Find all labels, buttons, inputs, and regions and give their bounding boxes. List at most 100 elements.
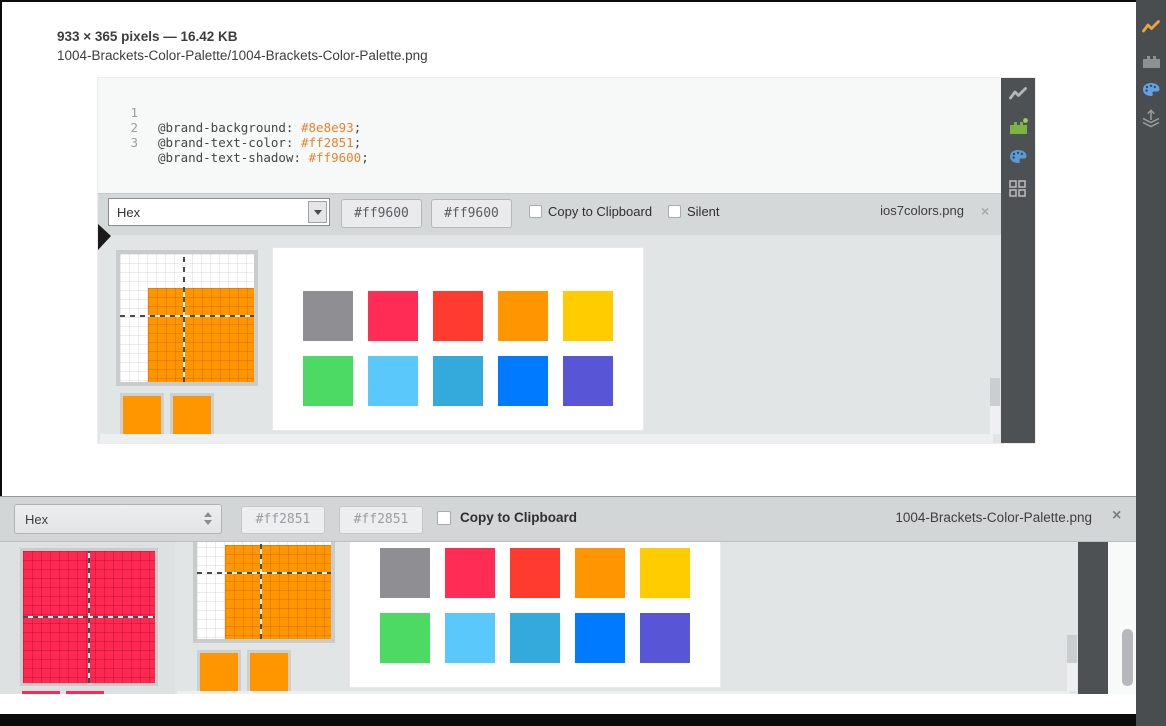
cursor-arrow-icon — [98, 224, 111, 250]
health-report-icon[interactable] — [1142, 20, 1160, 39]
ios7-color-grid — [303, 291, 613, 406]
previewed-image: 1 @brand-background: #8e8e93; 2 @brand-t… — [98, 78, 1035, 443]
image-path: 1004-Brackets-Color-Palette/1004-Bracket… — [57, 48, 428, 63]
shot-scrollbar-thumb — [990, 378, 1000, 406]
color-palette-panel: Hex #ff2851 #ff2851 Copy to Clipboard 10… — [0, 496, 1136, 694]
palette-swatch — [303, 356, 353, 406]
layers-upload-icon[interactable] — [1141, 108, 1161, 133]
shot-scrollbar-track — [1067, 663, 1077, 691]
palette-swatch — [445, 613, 495, 663]
shot-scrollbar-track — [990, 406, 1000, 434]
color-palette-icon[interactable] — [1142, 82, 1160, 102]
top-black-border — [0, 0, 1166, 2]
line-number: 1 — [130, 105, 138, 120]
panel-magnifier — [20, 548, 158, 686]
shot-picked-color-swatch — [247, 650, 291, 694]
palette-swatch — [575, 548, 625, 598]
shot-copy-label: Copy to Clipboard — [548, 204, 653, 219]
palette-swatch — [380, 548, 430, 598]
crosshair-vertical — [183, 254, 185, 382]
panel-scrollbar-track[interactable] — [1108, 542, 1136, 694]
app-right-toolbar — [1136, 0, 1166, 726]
shot-copy-checkbox — [529, 205, 542, 218]
shot-ios7-palette-image — [350, 542, 720, 687]
shot-code-line: 3 @brand-text-shadow: #ff9600; — [98, 120, 1001, 165]
magnified-orange-region — [225, 545, 331, 639]
shot-current-color-swatch — [120, 393, 164, 437]
health-report-icon — [1009, 87, 1027, 106]
shot-current-color-swatch — [197, 650, 241, 694]
copy-to-clipboard-label: Copy to Clipboard — [460, 510, 577, 525]
shot-code-area: 1 @brand-background: #8e8e93; 2 @brand-t… — [98, 78, 1001, 193]
panel-picked-color-swatch — [66, 691, 104, 694]
ios7-color-grid — [380, 548, 690, 663]
palette-swatch — [563, 356, 613, 406]
grid-icon — [1009, 180, 1026, 202]
extension-manager-icon — [1009, 118, 1028, 140]
code-text: @brand-text-color: #ff2851; — [158, 135, 362, 150]
shot-close-icon: × — [981, 203, 990, 219]
panel-canvas[interactable] — [0, 542, 1136, 694]
palette-swatch — [368, 356, 418, 406]
palette-swatch — [510, 548, 560, 598]
palette-swatch — [380, 613, 430, 663]
palette-swatch — [368, 291, 418, 341]
copy-to-clipboard-checkbox[interactable] — [437, 511, 451, 525]
palette-swatch — [303, 291, 353, 341]
shot-bottom-scroll-strip — [100, 434, 993, 443]
panel-close-button[interactable]: × — [1112, 507, 1122, 524]
extension-manager-icon[interactable] — [1142, 52, 1161, 74]
shot-ios7-palette-image — [273, 248, 643, 430]
palette-swatch — [433, 291, 483, 341]
line-number: 3 — [130, 135, 138, 150]
palette-swatch — [445, 548, 495, 598]
format-select-value: Hex — [25, 512, 49, 527]
shot-code-line: 1 @brand-background: #8e8e93; — [98, 90, 1001, 135]
shot-silent-label: Silent — [687, 204, 720, 219]
format-select[interactable]: Hex — [14, 504, 222, 534]
shot-picked-color-swatch — [170, 393, 214, 437]
palette-swatch — [563, 291, 613, 341]
code-text: @brand-text-shadow: #ff9600; — [158, 150, 369, 165]
crosshair-horizontal — [197, 572, 331, 574]
image-viewer-pane: 933 × 365 pixels — 16.42 KB 1004-Bracket… — [2, 2, 1136, 496]
shot-hex-button-1: #ff9600 — [341, 199, 422, 228]
shot-magnifier — [193, 542, 335, 643]
line-number: 2 — [130, 120, 138, 135]
palette-swatch — [510, 613, 560, 663]
format-select-value: Hex — [117, 205, 141, 220]
shot-file-title: ios7colors.png — [880, 203, 964, 218]
hex-button-2[interactable]: #ff2851 — [339, 506, 423, 534]
palette-swatch — [498, 356, 548, 406]
panel-file-title: 1004-Brackets-Color-Palette.png — [895, 510, 1092, 525]
shot-format-select: Hex — [108, 198, 330, 226]
panel-scrollbar-thumb[interactable] — [1122, 629, 1133, 686]
shot-right-toolbar — [1078, 542, 1112, 694]
palette-swatch — [640, 548, 690, 598]
hex-button-1[interactable]: #ff2851 — [241, 506, 325, 534]
color-palette-icon — [1009, 149, 1027, 169]
palette-swatch — [498, 291, 548, 341]
magnified-orange-region — [148, 288, 254, 382]
shot-right-toolbar — [1001, 78, 1035, 443]
shot-silent-checkbox — [668, 205, 681, 218]
dropdown-arrow-icon — [308, 201, 327, 223]
crosshair-vertical — [260, 542, 262, 639]
palette-swatch — [433, 356, 483, 406]
left-black-border — [0, 0, 2, 496]
shot-scrollbar-thumb — [1067, 635, 1077, 663]
crosshair-horizontal — [120, 315, 254, 317]
bottom-black-bar — [0, 714, 1136, 726]
shot-bottom-scroll-strip — [177, 691, 1070, 694]
palette-swatch — [640, 613, 690, 663]
panel-current-color-swatch — [22, 691, 60, 694]
shot-hex-button-2: #ff9600 — [431, 199, 512, 228]
statusbar-strip — [0, 694, 1136, 714]
shot-code-line: 2 @brand-text-color: #ff2851; — [98, 105, 1001, 150]
code-text: @brand-background: #8e8e93; — [158, 120, 362, 135]
crosshair-vertical — [88, 551, 90, 683]
palette-swatch — [575, 613, 625, 663]
panel-image-view[interactable] — [175, 542, 1112, 694]
image-meta: 933 × 365 pixels — 16.42 KB — [57, 29, 238, 44]
